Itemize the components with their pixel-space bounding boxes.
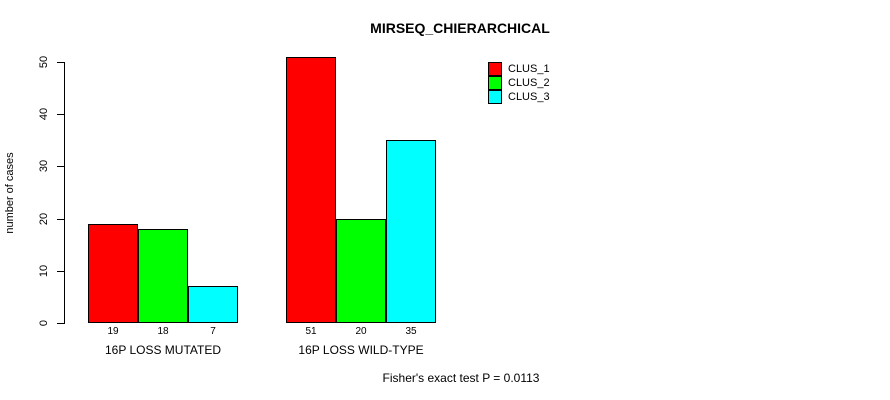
legend: CLUS_1 CLUS_2 CLUS_3	[488, 62, 550, 104]
legend-label-clus-2: CLUS_2	[508, 77, 550, 89]
bar-value-label-clus-3-16p-loss-wild-type: 35	[405, 326, 417, 337]
y-axis-line	[64, 62, 65, 324]
legend-item-clus-1: CLUS_1	[488, 62, 550, 76]
footer-annotation: Fisher's exact test P = 0.0113	[382, 371, 540, 385]
bar-value-label-clus-1-16p-loss-wild-type: 51	[305, 326, 317, 337]
legend-label-clus-3: CLUS_3	[508, 91, 550, 103]
bar-clus-1-16p-loss-mutated	[88, 224, 138, 323]
bar-clus-1-16p-loss-wild-type	[286, 57, 336, 323]
legend-item-clus-2: CLUS_2	[488, 76, 550, 90]
bar-value-label-clus-2-16p-loss-mutated: 18	[157, 326, 169, 337]
y-axis-tick-0	[57, 323, 64, 324]
legend-swatch-clus-2-icon	[488, 76, 502, 90]
legend-item-clus-3: CLUS_3	[488, 90, 550, 104]
bar-clus-2-16p-loss-wild-type	[336, 219, 386, 323]
y-axis-tick-label-20: 20	[38, 212, 50, 226]
y-axis-tick-30	[57, 166, 64, 167]
y-axis-tick-label-50: 50	[38, 55, 50, 69]
y-axis-tick-40	[57, 114, 64, 115]
bar-clus-3-16p-loss-mutated	[188, 286, 238, 323]
legend-swatch-clus-1-icon	[488, 62, 502, 76]
y-axis-tick-20	[57, 219, 64, 220]
y-axis-tick-label-0: 0	[38, 319, 50, 327]
y-axis-tick-label-10: 10	[38, 264, 50, 278]
chart-title: MIRSEQ_CHIERARCHICAL	[370, 20, 550, 36]
legend-label-clus-1: CLUS_1	[508, 63, 550, 75]
category-label-16p-loss-wild-type: 16P LOSS WILD-TYPE	[298, 343, 424, 357]
y-axis-tick-label-40: 40	[38, 107, 50, 121]
bar-value-label-clus-3-16p-loss-mutated: 7	[210, 326, 216, 337]
bar-clus-3-16p-loss-wild-type	[386, 140, 436, 323]
bar-clus-2-16p-loss-mutated	[138, 229, 188, 323]
y-axis-title: number of cases	[4, 152, 16, 234]
bar-value-label-clus-1-16p-loss-mutated: 19	[107, 326, 119, 337]
y-axis-tick-10	[57, 271, 64, 272]
y-axis-tick-50	[57, 62, 64, 63]
y-axis-tick-label-30: 30	[38, 159, 50, 173]
bar-value-label-clus-2-16p-loss-wild-type: 20	[355, 326, 367, 337]
legend-swatch-clus-3-icon	[488, 90, 502, 104]
category-label-16p-loss-mutated: 16P LOSS MUTATED	[104, 343, 222, 357]
